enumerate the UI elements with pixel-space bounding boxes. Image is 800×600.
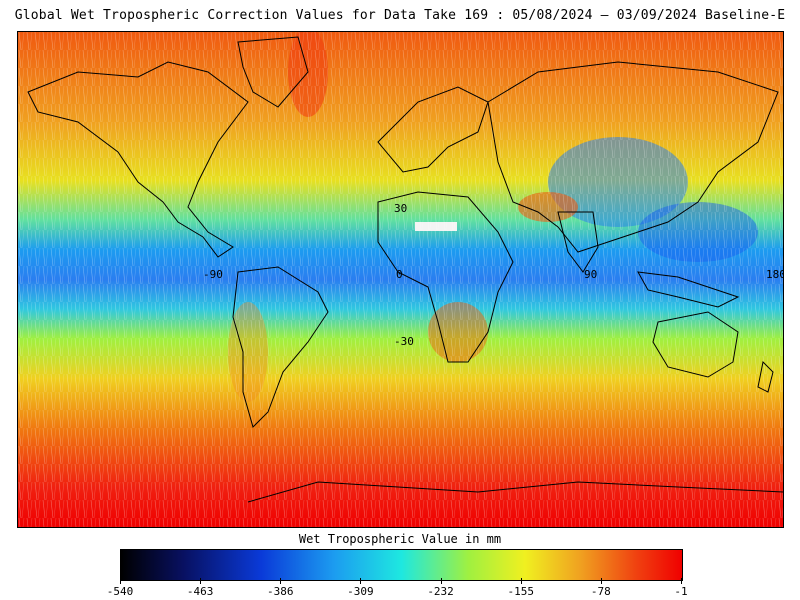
world-map: -90 0 90 180 30 -30 [17,31,784,528]
colorbar-tick [681,578,682,584]
colorbar [120,549,683,581]
colorbar-tick [520,578,522,584]
lon-label-minus-90: -90 [203,268,223,281]
colorbar-tick-label: -309 [347,585,374,598]
colorbar-tick [440,578,442,584]
lat-label-minus-30: -30 [394,335,414,348]
colorbar-tick [280,578,282,584]
colorbar-tick [360,578,362,584]
colorbar-tick-label: -540 [106,585,134,598]
lat-label-30: 30 [394,202,408,215]
colorbar-tick [200,578,202,584]
colorbar-title: Wet Tropospheric Value in mm [298,532,502,546]
colorbar-tick-label: -232 [427,585,454,598]
lon-label-180: 180 [766,268,784,281]
correction-field [18,32,783,527]
colorbar-tick-label: -463 [186,585,214,598]
colorbar-tick-label: -386 [267,585,294,598]
colorbar-tick-label: -1 [674,585,688,598]
colorbar-tick-label: -155 [507,585,534,598]
colorbar-tick [120,578,121,584]
colorbar-tick [600,578,602,584]
lon-label-90: 90 [584,268,598,281]
colorbar-gradient [121,550,682,580]
lon-label-0: 0 [396,268,403,281]
map-title: Global Wet Tropospheric Correction Value… [14,8,786,23]
coastlines [27,36,783,503]
colorbar-tick-label: -78 [590,585,611,598]
